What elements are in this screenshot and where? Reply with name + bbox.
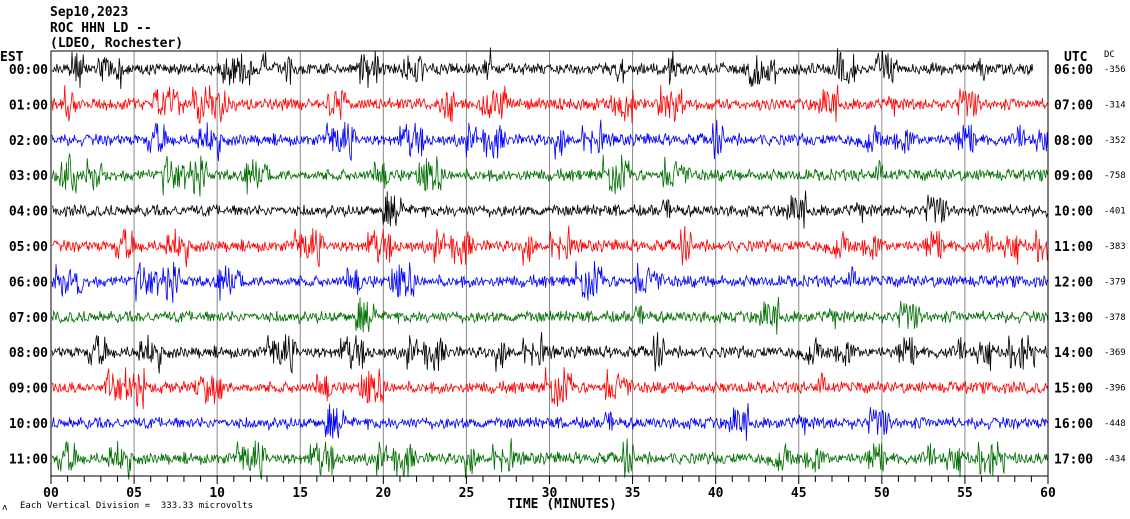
dc-value: -448 [1104,419,1126,429]
trace-row [51,84,1049,124]
trace-row [51,296,1049,335]
est-row-label: 04:00 [9,205,48,220]
x-tick-label: 50 [874,486,890,501]
est-row-label: 11:00 [9,452,48,467]
est-row-label: 05:00 [9,240,48,255]
dc-value: -369 [1104,348,1126,358]
utc-row-label: 12:00 [1054,275,1093,290]
dc-value: -383 [1104,242,1126,252]
x-tick-label: 05 [126,486,142,501]
logo-glyph: ʌ [2,503,8,513]
x-tick-label: 35 [625,486,641,501]
grid-lines [133,51,966,476]
trace-row [51,403,1049,441]
x-axis: 00 05 10 15 20 25 30 35 40 45 50 55 60 [43,476,1056,501]
utc-row-label: 07:00 [1054,98,1093,113]
utc-row-label: 16:00 [1054,417,1093,432]
x-tick-label: 30 [542,486,558,501]
x-tick-label: 60 [1040,486,1056,501]
dc-value: -378 [1104,313,1126,323]
utc-row-label: 10:00 [1054,205,1093,220]
header-network: (LDEO, Rochester) [50,36,183,51]
utc-row-label: 13:00 [1054,311,1093,326]
dc-value: -396 [1104,384,1126,394]
dc-value: -352 [1104,136,1126,146]
header-station: ROC HHN LD -- [50,21,152,36]
est-row-label: 00:00 [9,63,48,78]
dc-value: -356 [1104,65,1126,75]
dc-value: -434 [1104,454,1126,464]
x-tick-label: 45 [791,486,807,501]
x-tick-label: 15 [292,486,308,501]
dc-title: DC [1104,50,1115,60]
est-row-label: 09:00 [9,382,48,397]
x-tick-label: 40 [708,486,724,501]
x-tick-label: 10 [209,486,225,501]
trace-row [51,367,1049,410]
x-tick-label: 25 [459,486,475,501]
traces [51,47,1049,481]
utc-row-label: 14:00 [1054,346,1093,361]
est-row-label: 07:00 [9,311,48,326]
x-tick-label: 55 [957,486,973,501]
row-labels: 00:00 06:00 -356 01:00 07:00 -314 02:00 08:00 -3… [9,63,1126,467]
trace-row [51,438,1049,481]
trace-row [51,331,1049,374]
dc-value: -379 [1104,277,1126,287]
est-row-label: 02:00 [9,134,48,149]
trace-row [51,260,1049,303]
est-row-label: 08:00 [9,346,48,361]
utc-row-label: 11:00 [1054,240,1093,255]
utc-row-label: 09:00 [1054,169,1093,184]
scale-note: Each Vertical Division = 333.33 microvol… [20,501,253,511]
utc-row-label: 06:00 [1054,63,1093,78]
dc-value: -401 [1104,207,1126,217]
est-row-label: 10:00 [9,417,48,432]
trace-row [51,47,1034,90]
trace-row [51,153,1049,197]
trace-row [51,119,1049,162]
est-row-label: 06:00 [9,275,48,290]
header-date: Sep10,2023 [50,5,128,20]
dc-value: -758 [1104,171,1126,181]
utc-row-label: 08:00 [1054,134,1093,149]
est-row-label: 03:00 [9,169,48,184]
trace-row [52,225,1049,268]
dc-value: -314 [1104,100,1126,110]
utc-row-label: 15:00 [1054,382,1093,397]
utc-row-label: 17:00 [1054,452,1093,467]
est-row-label: 01:00 [9,98,48,113]
trace-row [51,190,1049,229]
right-axis-title: UTC [1064,50,1087,65]
left-axis-title: EST [0,50,24,65]
x-tick-label: 20 [376,486,392,501]
x-tick-label: 00 [43,486,59,501]
x-axis-label: TIME (MINUTES) [507,497,617,512]
